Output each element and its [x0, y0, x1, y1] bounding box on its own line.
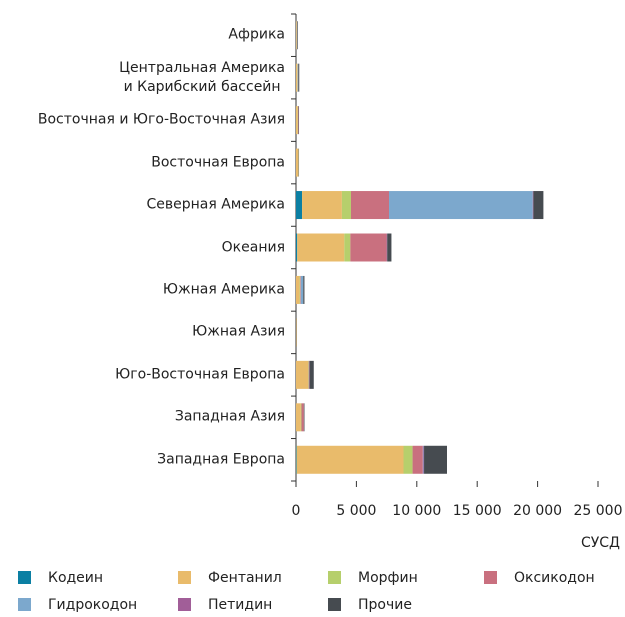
bar-segment: [296, 360, 309, 389]
legend-swatch: [328, 598, 341, 611]
legend-swatch: [18, 571, 31, 584]
x-tick-label: 10 000: [392, 503, 441, 519]
bar-segment: [386, 233, 388, 262]
bar-segment: [341, 191, 351, 220]
bar-segment: [344, 233, 351, 262]
legend-label: Гидрокодон: [48, 597, 137, 613]
bar-segment: [301, 403, 304, 432]
bar-segment: [296, 403, 301, 432]
bar-segment: [532, 191, 534, 220]
bar-segment: [296, 148, 299, 177]
bar-segment: [350, 191, 390, 220]
y-tick-label: Африка: [228, 26, 285, 43]
y-tick-label: Юго-Восточная Европа: [115, 366, 285, 383]
bar-segment: [308, 360, 309, 389]
x-tick-label: 5 000: [336, 503, 376, 519]
legend-label: Морфин: [358, 570, 418, 586]
y-tick-label: Океания: [221, 239, 285, 255]
bar-segment: [296, 191, 303, 220]
bar-segment: [296, 106, 298, 135]
legend-swatch: [178, 571, 191, 584]
bar-segment: [296, 445, 404, 474]
x-tick-label: 25 000: [574, 503, 623, 519]
bar-segment: [350, 233, 387, 262]
bar-segment: [303, 403, 305, 432]
y-tick-label: Западная Азия: [174, 408, 285, 425]
legend-label: Петидин: [208, 597, 272, 613]
bar-segment: [300, 275, 301, 304]
y-tick-label: Восточная Европа: [151, 154, 285, 171]
legend-label: Прочие: [358, 597, 412, 613]
bar-segment: [300, 403, 302, 432]
bar-segment: [296, 21, 298, 50]
bar-segment: [296, 21, 297, 50]
legend-label: Оксикодон: [514, 570, 595, 586]
bar-segment: [303, 275, 305, 304]
bar-segment: [422, 445, 424, 474]
legend-swatch: [178, 598, 191, 611]
bar-segment: [300, 275, 304, 304]
bar-segment: [412, 445, 423, 474]
bar-segment: [308, 360, 310, 389]
bar-segment: [423, 445, 425, 474]
x-axis-label: СУСД: [581, 535, 620, 551]
y-tick-label: Центральная Америка и Карибский бассейн: [119, 59, 285, 95]
x-tick-label: 20 000: [513, 503, 562, 519]
y-tick-label: Южная Америка: [162, 281, 285, 298]
legend-label: Кодеин: [48, 570, 103, 586]
x-tick-label: 0: [292, 503, 301, 519]
legend-swatch: [484, 571, 497, 584]
bar-segment: [296, 318, 297, 347]
y-tick-label: Южная Азия: [192, 323, 285, 340]
legend-swatch: [328, 571, 341, 584]
bar-segment: [298, 63, 300, 92]
y-tick-label: Восточная и Юго-Восточная Азия: [37, 111, 285, 128]
bar-segment: [299, 275, 301, 304]
x-tick-label: 15 000: [453, 503, 502, 519]
bar-segment: [297, 233, 345, 262]
bar-segment: [309, 360, 314, 389]
bar-segment: [296, 445, 297, 474]
legend-swatch: [18, 598, 31, 611]
bar-segment: [403, 445, 413, 474]
legend-label: Фентанил: [208, 570, 282, 586]
bar-segment: [389, 191, 533, 220]
bar-segment: [387, 233, 392, 262]
bar-segment: [296, 63, 298, 92]
bar-segment: [533, 191, 544, 220]
y-tick-label: Северная Америка: [146, 196, 285, 213]
y-tick-label: Западная Европа: [157, 451, 285, 468]
bar-segment: [424, 445, 447, 474]
bar-segment: [302, 191, 342, 220]
bar-segment: [296, 233, 298, 262]
bar-segment: [296, 275, 300, 304]
